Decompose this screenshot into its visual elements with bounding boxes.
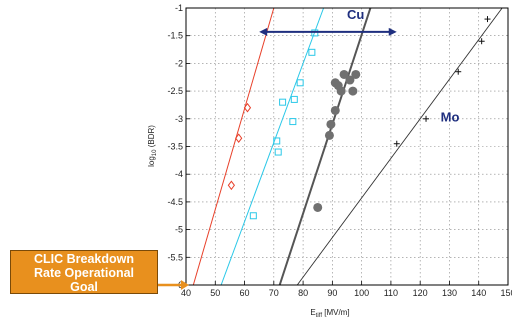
fit-line xyxy=(220,8,325,285)
y-tick-label: -5.5 xyxy=(167,252,183,262)
arrow-head-left xyxy=(259,27,268,36)
x-tick-label: 80 xyxy=(298,288,308,298)
x-tick-label: 150 xyxy=(500,288,512,298)
y-tick-label: -2.5 xyxy=(167,86,183,96)
x-tick-label: 100 xyxy=(354,288,369,298)
data-point xyxy=(235,133,243,144)
fit-line xyxy=(192,8,275,285)
y-tick-label: -4.5 xyxy=(167,197,183,207)
fit-lines xyxy=(192,8,503,285)
annotations: Cu Mo xyxy=(347,7,460,124)
data-point xyxy=(484,16,491,23)
fit-line xyxy=(278,8,372,285)
data-point xyxy=(273,137,281,145)
y-tick-label: -3 xyxy=(175,114,183,124)
data-point xyxy=(249,212,257,220)
arrow-head-right xyxy=(388,27,397,36)
callout-line-1: CLIC Breakdown xyxy=(33,252,134,266)
y-tick-label: -1 xyxy=(175,3,183,13)
y-tick-label: -1.5 xyxy=(167,31,183,41)
y-tick-label: -3.5 xyxy=(167,142,183,152)
x-tick-label: 140 xyxy=(471,288,486,298)
callout-line-2: Rate Operational xyxy=(33,266,135,280)
data-point xyxy=(243,102,252,113)
data-point xyxy=(274,148,282,156)
data-point xyxy=(478,38,485,45)
x-axis-label: Etiff [MV/m] xyxy=(310,308,349,319)
grid-lines xyxy=(185,7,509,286)
data-point xyxy=(279,98,287,106)
data-point xyxy=(330,105,340,115)
y-tick-label: -2 xyxy=(175,58,183,68)
data-point xyxy=(393,140,400,147)
data-point xyxy=(296,79,304,87)
data-point xyxy=(351,69,361,79)
callout-line-3: Goal xyxy=(70,280,98,294)
callout-arrow xyxy=(158,280,189,290)
x-tick-label: 110 xyxy=(384,288,398,298)
x-tick-label: 90 xyxy=(327,288,337,298)
series-annotation: Cu xyxy=(347,7,364,22)
data-point xyxy=(455,68,462,75)
clic-goal-callout: CLIC Breakdown Rate Operational Goal xyxy=(10,250,158,294)
data-point xyxy=(423,115,430,122)
range-arrow xyxy=(259,27,397,36)
data-point xyxy=(348,86,358,96)
plot-frame xyxy=(185,7,509,286)
x-tick-label: 120 xyxy=(413,288,428,298)
data-point xyxy=(326,119,336,129)
data-points xyxy=(227,16,491,220)
x-tick-label: 70 xyxy=(269,288,279,298)
y-tick-label: -4 xyxy=(175,169,183,179)
x-tick-label: 40 xyxy=(181,288,191,298)
x-tick-labels: 40 50 60 70 80 90 100 110 120 130 140 150 xyxy=(181,288,512,298)
data-point xyxy=(227,180,235,191)
fit-line xyxy=(296,8,503,285)
data-point xyxy=(313,202,323,212)
data-point xyxy=(339,69,349,79)
y-tick-labels: -1-1.5-2-2.5-3-3.5-4-4.5-5-5.5-6 xyxy=(167,3,183,290)
data-point xyxy=(345,75,355,85)
data-point xyxy=(308,48,316,56)
x-tick-label: 60 xyxy=(240,288,250,298)
callout-head xyxy=(180,280,189,290)
series-annotation: Mo xyxy=(441,110,460,125)
data-point xyxy=(290,95,298,103)
y-axis-label: log10 (BDR) xyxy=(147,125,158,167)
x-tick-label: 50 xyxy=(210,288,220,298)
data-point xyxy=(324,130,334,140)
y-tick-label: -5 xyxy=(175,225,183,235)
data-point xyxy=(289,118,297,126)
data-point xyxy=(336,86,346,96)
x-tick-label: 130 xyxy=(442,288,457,298)
data-point xyxy=(311,29,319,37)
